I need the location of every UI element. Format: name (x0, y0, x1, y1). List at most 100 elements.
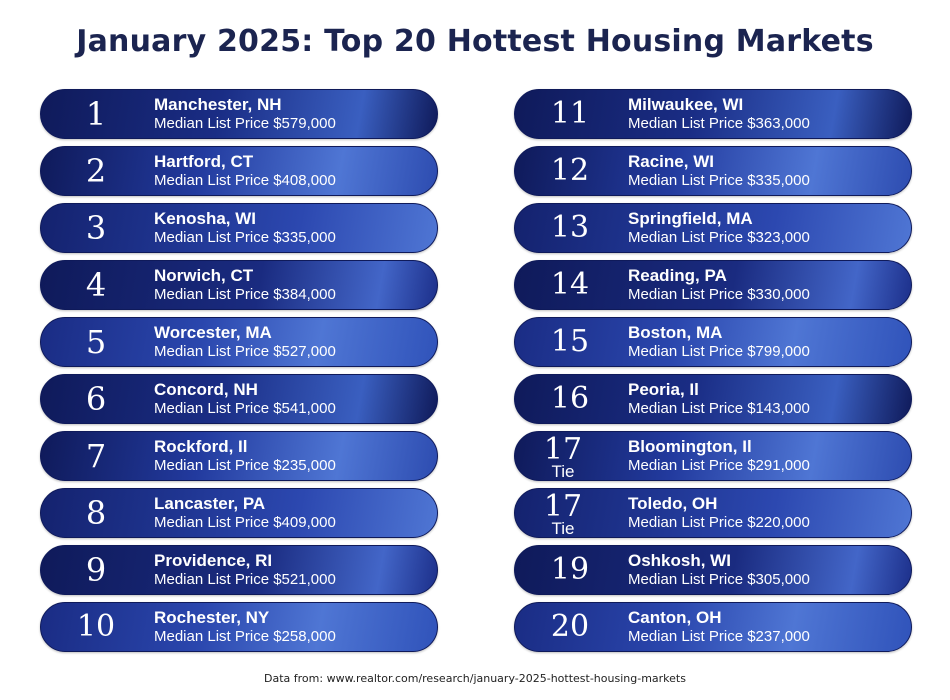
market-city: Toledo, OH (628, 494, 718, 513)
rank-number: 17 (543, 431, 583, 467)
market-rank: 7 (41, 432, 151, 480)
market-info: Milwaukee, WI Median List Price $363,000 (628, 95, 810, 133)
market-card: 3 Kenosha, WI Median List Price $335,000 (40, 203, 438, 253)
market-rank: 17 Tie (515, 432, 625, 480)
rank-number: 11 (550, 96, 590, 131)
market-info: Racine, WI Median List Price $335,000 (628, 152, 810, 190)
market-city: Lancaster, PA (154, 494, 266, 513)
market-rank: 3 (41, 204, 151, 252)
market-info: Rochester, NY Median List Price $258,000 (154, 608, 336, 646)
rank-number: 4 (85, 266, 107, 304)
market-city: Kenosha, WI (154, 209, 257, 228)
market-city: Canton, OH (628, 608, 722, 627)
rank-number: 16 (550, 381, 590, 416)
market-median-price: Median List Price $335,000 (154, 229, 336, 246)
market-median-price: Median List Price $220,000 (628, 514, 810, 531)
market-info: Providence, RI Median List Price $521,000 (154, 551, 336, 589)
market-card: 9 Providence, RI Median List Price $521,00… (40, 545, 438, 595)
market-city: Rochester, NY (154, 608, 270, 627)
market-card: 12 Racine, WI Median List Price $335,000 (514, 146, 912, 196)
market-info: Bloomington, Il Median List Price $291,00… (628, 437, 810, 475)
market-rank: 11 (515, 90, 625, 138)
market-rank: 10 (41, 603, 151, 651)
market-info: Toledo, OH Median List Price $220,000 (628, 494, 810, 532)
market-card: 20 Canton, OH Median List Price $237,000 (514, 602, 912, 652)
market-rank: 1 (41, 90, 151, 138)
market-info: Reading, PA Median List Price $330,000 (628, 266, 810, 304)
market-median-price: Median List Price $408,000 (154, 172, 336, 189)
market-list-right: 11 Milwaukee, WI Median List Price $363,00… (514, 89, 912, 659)
market-card: 19 Oshkosh, WI Median List Price $305,000 (514, 545, 912, 595)
rank-number: 5 (85, 323, 107, 361)
market-rank: 5 (41, 318, 151, 366)
market-city: Hartford, CT (154, 152, 254, 171)
market-median-price: Median List Price $521,000 (154, 571, 336, 588)
market-card: 5 Worcester, MA Median List Price $527,000 (40, 317, 438, 367)
market-info: Concord, NH Median List Price $541,000 (154, 380, 336, 418)
rank-number: 6 (85, 380, 107, 418)
market-card: 17 Tie Toledo, OH Median List Price $220,00… (514, 488, 912, 538)
market-city: Oshkosh, WI (628, 551, 731, 570)
market-rank: 17 Tie (515, 489, 625, 537)
tie-label: Tie (551, 461, 575, 481)
market-city: Milwaukee, WI (628, 95, 744, 114)
rank-number: 9 (85, 551, 107, 589)
market-city: Boston, MA (628, 323, 723, 342)
rank-number: 15 (550, 324, 590, 359)
market-city: Worcester, MA (154, 323, 272, 342)
market-city: Manchester, NH (154, 95, 282, 114)
market-info: Kenosha, WI Median List Price $335,000 (154, 209, 336, 247)
market-info: Boston, MA Median List Price $799,000 (628, 323, 810, 361)
market-rank: 6 (41, 375, 151, 423)
market-info: Oshkosh, WI Median List Price $305,000 (628, 551, 810, 589)
market-city: Rockford, Il (154, 437, 248, 456)
market-rank: 2 (41, 147, 151, 195)
rank-number: 3 (85, 209, 107, 247)
rank-number: 10 (76, 609, 116, 644)
market-median-price: Median List Price $363,000 (628, 115, 810, 132)
market-rank: 12 (515, 147, 625, 195)
market-info: Springfield, MA Median List Price $323,00… (628, 209, 810, 247)
rank-number: 1 (85, 95, 107, 133)
market-card: 1 Manchester, NH Median List Price $579,00… (40, 89, 438, 139)
market-city: Bloomington, Il (628, 437, 752, 456)
rank-number: 14 (550, 267, 590, 302)
market-card: 13 Springfield, MA Median List Price $323,… (514, 203, 912, 253)
market-info: Canton, OH Median List Price $237,000 (628, 608, 810, 646)
market-list-left: 1 Manchester, NH Median List Price $579,00… (40, 89, 438, 659)
market-card: 14 Reading, PA Median List Price $330,000 (514, 260, 912, 310)
market-median-price: Median List Price $258,000 (154, 628, 336, 645)
market-city: Springfield, MA (628, 209, 753, 228)
market-card: 8 Lancaster, PA Median List Price $409,000 (40, 488, 438, 538)
market-card: 10 Rochester, NY Median List Price $258,00… (40, 602, 438, 652)
market-median-price: Median List Price $384,000 (154, 286, 336, 303)
market-median-price: Median List Price $541,000 (154, 400, 336, 417)
market-city: Norwich, CT (154, 266, 254, 285)
market-info: Peoria, Il Median List Price $143,000 (628, 380, 810, 418)
market-info: Hartford, CT Median List Price $408,000 (154, 152, 336, 190)
market-card: 7 Rockford, Il Median List Price $235,000 (40, 431, 438, 481)
market-rank: 19 (515, 546, 625, 594)
rank-number: 19 (550, 552, 590, 587)
market-rank: 14 (515, 261, 625, 309)
market-card: 17 Tie Bloomington, Il Median List Price $2… (514, 431, 912, 481)
market-median-price: Median List Price $237,000 (628, 628, 810, 645)
rank-number: 7 (85, 437, 107, 475)
market-card: 11 Milwaukee, WI Median List Price $363,00… (514, 89, 912, 139)
market-card: 16 Peoria, Il Median List Price $143,000 (514, 374, 912, 424)
market-info: Rockford, Il Median List Price $235,000 (154, 437, 336, 475)
market-median-price: Median List Price $335,000 (628, 172, 810, 189)
rank-number: 2 (85, 152, 107, 190)
source-footer: Data from: www.realtor.com/research/janu… (264, 672, 686, 685)
market-city: Reading, PA (628, 266, 727, 285)
market-info: Worcester, MA Median List Price $527,000 (154, 323, 336, 361)
market-city: Peoria, Il (628, 380, 699, 399)
rank-number: 17 (543, 488, 583, 524)
market-city: Racine, WI (628, 152, 714, 171)
market-card: 15 Boston, MA Median List Price $799,000 (514, 317, 912, 367)
market-info: Manchester, NH Median List Price $579,000 (154, 95, 336, 133)
market-city: Providence, RI (154, 551, 273, 570)
market-median-price: Median List Price $323,000 (628, 229, 810, 246)
market-info: Norwich, CT Median List Price $384,000 (154, 266, 336, 304)
market-info: Lancaster, PA Median List Price $409,000 (154, 494, 336, 532)
